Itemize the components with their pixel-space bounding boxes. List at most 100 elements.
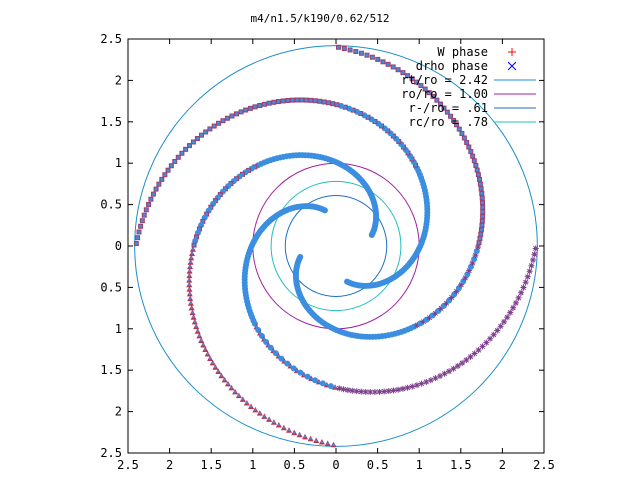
phase-point xyxy=(359,111,363,116)
phase-point xyxy=(335,103,339,107)
phase-point xyxy=(386,62,390,66)
phase-point xyxy=(193,320,197,324)
phase-point xyxy=(410,77,414,81)
x-tick-label: 1.5 xyxy=(200,458,222,472)
phase-point xyxy=(479,343,486,350)
phase-point xyxy=(497,323,504,330)
phase-point xyxy=(445,110,449,114)
phase-point xyxy=(300,98,304,102)
phase-point xyxy=(454,362,461,369)
phase-point xyxy=(188,283,191,286)
phase-point xyxy=(344,387,351,394)
phase-point xyxy=(432,310,439,317)
phase-point xyxy=(418,380,425,387)
y-tick-label: 1 xyxy=(115,322,122,336)
phase-point xyxy=(272,100,276,104)
phase-point xyxy=(460,278,467,285)
phase-point xyxy=(189,297,192,300)
phase-point xyxy=(239,110,243,114)
phase-point xyxy=(336,385,343,392)
phase-point xyxy=(478,182,482,186)
phase-point xyxy=(320,440,324,444)
phase-point xyxy=(194,235,199,239)
phase-point xyxy=(154,187,158,191)
phase-point xyxy=(202,343,205,347)
y-tick-label: 2 xyxy=(115,73,122,87)
phase-point xyxy=(142,213,146,217)
phase-point xyxy=(331,102,335,106)
phase-point xyxy=(351,108,355,112)
x-tick-label: 0.5 xyxy=(284,458,306,472)
phase-point xyxy=(431,94,435,98)
phase-point xyxy=(253,105,257,109)
phase-point xyxy=(455,285,462,292)
phase-point xyxy=(326,442,329,445)
phase-point xyxy=(214,366,217,369)
phase-point xyxy=(471,154,475,158)
phase-point xyxy=(149,197,153,201)
phase-point xyxy=(184,147,188,151)
phase-point xyxy=(469,149,473,154)
phase-point xyxy=(146,202,151,207)
phase-point xyxy=(531,251,538,258)
phase-point xyxy=(336,45,341,49)
phase-point xyxy=(194,325,198,328)
phase-point xyxy=(423,316,430,323)
phase-point xyxy=(205,212,209,216)
phase-point xyxy=(248,106,252,110)
phase-point xyxy=(304,373,311,380)
phase-point xyxy=(277,423,281,427)
phase-point xyxy=(494,327,501,334)
phase-point xyxy=(278,355,285,362)
phase-point xyxy=(520,284,527,291)
phase-point xyxy=(349,387,356,394)
phase-point xyxy=(190,256,193,260)
phase-point xyxy=(157,182,161,186)
phase-point xyxy=(197,227,202,231)
phase-point xyxy=(309,437,312,440)
phase-point xyxy=(500,318,507,325)
phase-point xyxy=(409,383,416,390)
phase-point xyxy=(189,260,192,264)
phase-point xyxy=(426,314,433,321)
phase-point xyxy=(192,237,199,244)
phase-point xyxy=(192,243,196,247)
x-tick-label: 0 xyxy=(332,458,339,472)
phase-point xyxy=(473,248,480,255)
phase-point xyxy=(189,302,193,305)
phase-point xyxy=(267,418,271,421)
phase-point xyxy=(477,241,481,245)
phase-point xyxy=(370,55,374,59)
phase-point xyxy=(474,163,478,168)
phase-point xyxy=(487,335,494,342)
phase-point xyxy=(522,279,529,286)
phase-point xyxy=(481,210,485,214)
y-tick-label: 2.5 xyxy=(100,446,122,460)
phase-point xyxy=(326,101,331,105)
phase-point xyxy=(480,223,484,227)
legend-label: r-/ro = .61 xyxy=(409,101,488,115)
x-tick-label: 2 xyxy=(499,458,506,472)
phase-point xyxy=(191,248,195,251)
phase-point xyxy=(144,208,148,212)
phase-point xyxy=(295,98,299,102)
x-tick-label: 0.5 xyxy=(367,458,389,472)
phase-point xyxy=(462,136,466,140)
phase-point xyxy=(192,316,195,319)
phase-point xyxy=(245,401,249,405)
phase-point xyxy=(343,105,347,109)
phase-point xyxy=(448,294,455,301)
phase-point xyxy=(524,273,531,280)
phase-point xyxy=(385,388,392,395)
x-tick-label: 2.5 xyxy=(117,458,139,472)
phase-point xyxy=(390,387,397,394)
phase-point xyxy=(432,375,439,382)
phase-point xyxy=(163,173,167,177)
phase-point xyxy=(284,360,291,367)
phase-point xyxy=(200,339,203,342)
phase-point xyxy=(346,105,353,112)
y-tick-label: 1.5 xyxy=(100,363,122,377)
phase-point xyxy=(286,98,290,103)
phase-point xyxy=(354,49,358,54)
